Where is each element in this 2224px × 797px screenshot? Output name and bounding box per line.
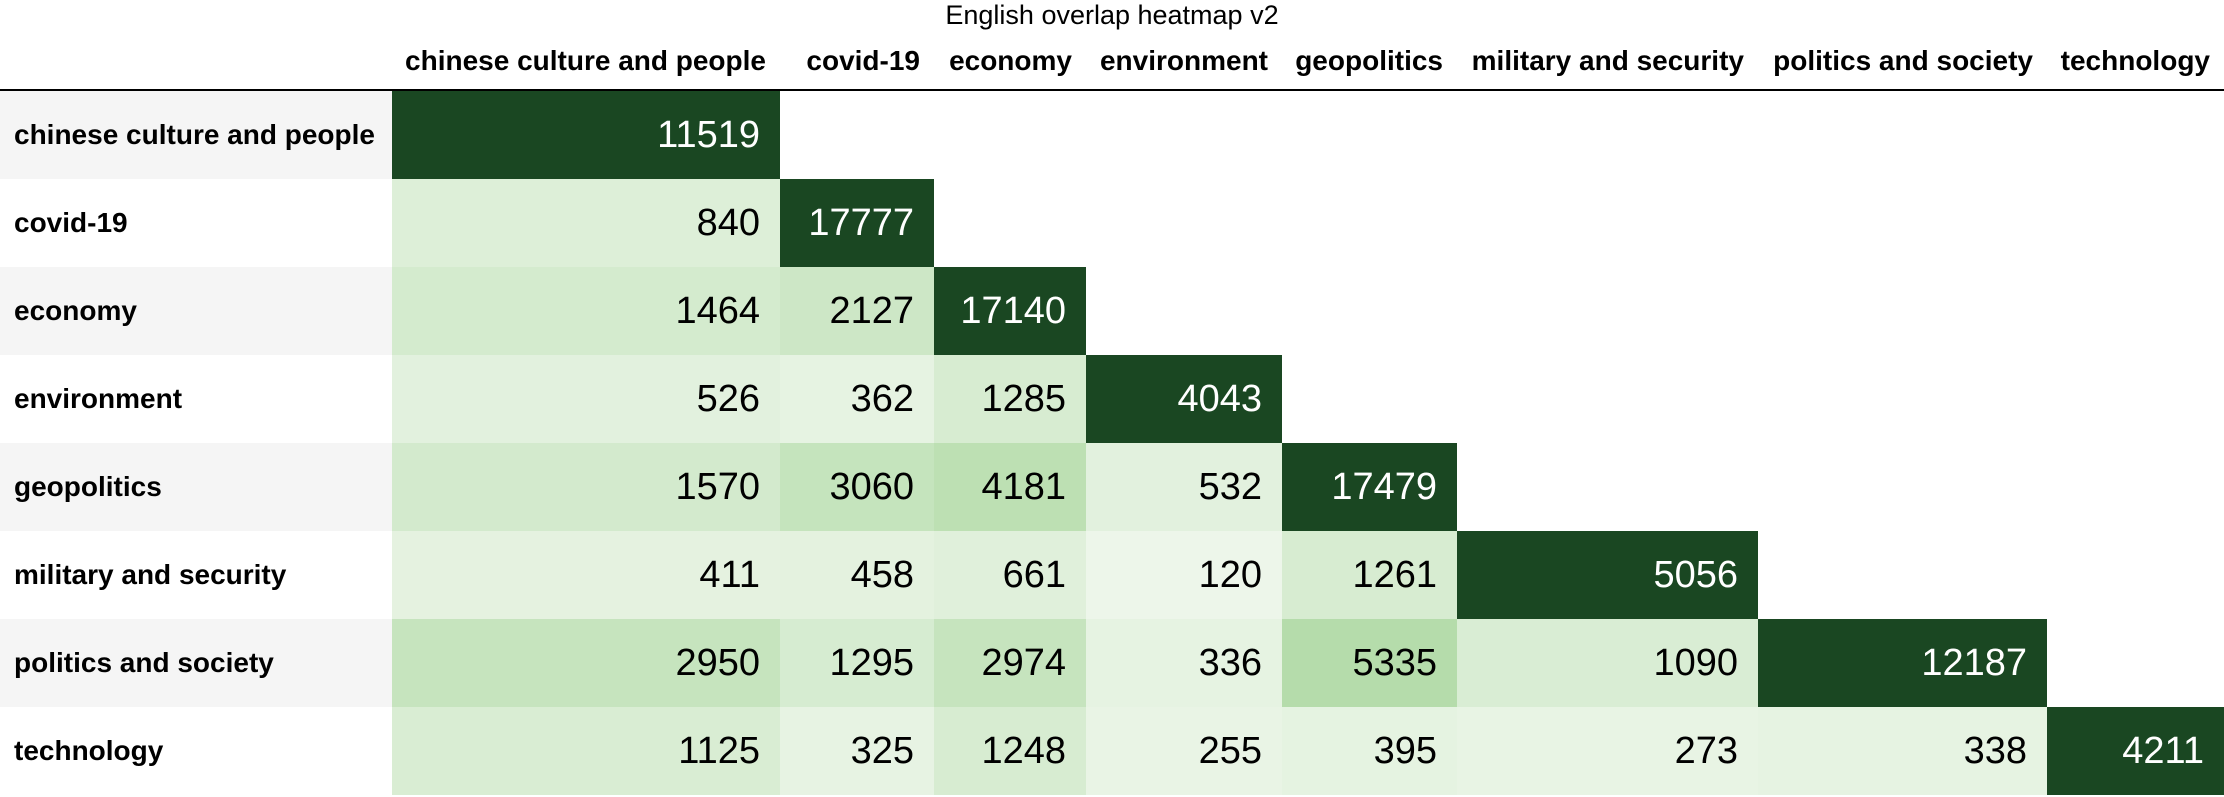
heatmap-cell: 4043 [1086, 355, 1282, 443]
row-label-covid-19: covid-19 [14, 207, 128, 238]
header-divider [0, 89, 2224, 91]
heatmap-row-chinese-culture-and-people: chinese culture and people 11519 [0, 91, 2224, 179]
heatmap-cell: 11519 [392, 91, 780, 179]
chart-title: English overlap heatmap v2 [945, 0, 1279, 30]
column-header-politics-and-society: politics and society [1773, 45, 2033, 76]
heatmap-cell: 336 [1086, 619, 1282, 707]
heatmap-cell: 1295 [780, 619, 934, 707]
heatmap-cell: 1090 [1457, 619, 1758, 707]
heatmap-row-politics-and-society: politics and society 2950 1295 2974 336 5335 1… [0, 619, 2224, 707]
heatmap-cell: 5056 [1457, 531, 1758, 619]
heatmap-cell: 120 [1086, 531, 1282, 619]
heatmap-cell: 338 [1758, 707, 2047, 795]
heatmap-cell: 17479 [1282, 443, 1457, 531]
row-label-geopolitics: geopolitics [0, 443, 392, 531]
heatmap-cell: 3060 [780, 443, 934, 531]
heatmap-cell: 411 [392, 531, 780, 619]
heatmap-cell: 526 [392, 355, 780, 443]
heatmap-row-geopolitics: geopolitics 1570 3060 4181 532 17479 [0, 443, 2224, 531]
heatmap-row-economy: economy 1464 2127 17140 [0, 267, 2224, 355]
heatmap-cell: 12187 [1758, 619, 2047, 707]
heatmap-cell: 458 [780, 531, 934, 619]
heatmap-cell: 325 [780, 707, 934, 795]
heatmap-cell: 2950 [392, 619, 780, 707]
column-header-chinese-culture-and-people: chinese culture and people [405, 45, 766, 76]
heatmap-cell: 1261 [1282, 531, 1457, 619]
column-header-environment: environment [1099, 45, 1268, 76]
heatmap-cell: 17777 [780, 179, 934, 267]
heatmap-cell: 4181 [934, 443, 1086, 531]
column-header-geopolitics: geopolitics [1295, 45, 1443, 76]
heatmap-cell: 17140 [934, 267, 1086, 355]
row-label-military-and-security: military and security [14, 559, 287, 590]
heatmap-cell: 255 [1086, 707, 1282, 795]
heatmap-cell: 840 [392, 179, 780, 267]
heatmap-cell: 2974 [934, 619, 1086, 707]
heatmap-cell: 4211 [2047, 707, 2224, 795]
row-label-environment: environment [14, 383, 183, 414]
heatmap-cell: 1125 [392, 707, 780, 795]
heatmap-cell: 1285 [934, 355, 1086, 443]
heatmap-cell: 661 [934, 531, 1086, 619]
column-header-covid-19: covid-19 [806, 45, 920, 76]
column-header-row: chinese culture and people covid-19 econom… [0, 38, 2224, 90]
heatmap-cell: 362 [780, 355, 934, 443]
heatmap-cell: 273 [1457, 707, 1758, 795]
column-header-technology: technology [2060, 45, 2210, 76]
heatmap-cell: 5335 [1282, 619, 1457, 707]
row-label-technology: technology [14, 735, 164, 766]
row-label-politics-and-society: politics and society [0, 619, 392, 707]
heatmap-row-environment: environment 526 362 1285 4043 [0, 355, 2224, 443]
heatmap-cell: 2127 [780, 267, 934, 355]
heatmap-cell: 395 [1282, 707, 1457, 795]
heatmap-row-technology: technology 1125 325 1248 255 395 273 338 4211 [0, 707, 2224, 795]
heatmap-cell: 1570 [392, 443, 780, 531]
row-label-chinese-culture-and-people: chinese culture and people [0, 91, 392, 179]
heatmap-row-covid-19: covid-19 840 17777 [0, 179, 2224, 267]
column-header-economy: economy [949, 45, 1072, 76]
column-header-military-and-security: military and security [1471, 45, 1744, 76]
row-label-economy: economy [0, 267, 392, 355]
heatmap-cell: 532 [1086, 443, 1282, 531]
heatmap-cell: 1464 [392, 267, 780, 355]
heatmap-row-military-and-security: military and security 411 458 661 120 1261 505… [0, 531, 2224, 619]
heatmap-cell: 1248 [934, 707, 1086, 795]
